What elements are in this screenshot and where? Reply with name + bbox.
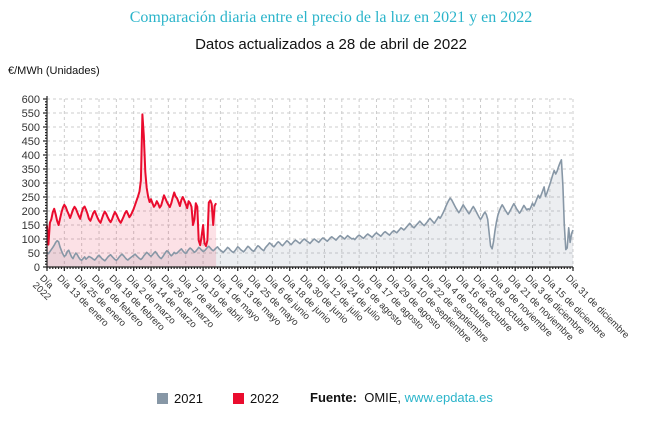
y-tick-label: 500 [22,122,40,134]
source-name: OMIE, [364,390,402,405]
y-tick-label: 350 [22,164,40,176]
legend-label-2021: 2021 [174,391,203,406]
legend-swatch-2021 [157,393,168,404]
legend-item-2021[interactable]: 2021 [157,391,203,406]
y-tick-labels: 0 50 100 150 200 250 300 350 400 450 500 550 600 [22,94,40,274]
chart-subtitle: Datos actualizados a 28 de abril de 2022 [195,36,467,53]
axes [43,96,574,271]
legend-item-2022[interactable]: 2022 [233,391,279,406]
y-tick-label: 250 [22,192,40,204]
legend-swatch-2022 [233,393,244,404]
y-tick-label: 600 [22,94,40,106]
y-tick-label: 0 [34,262,40,274]
legend-label-2022: 2022 [250,391,279,406]
area-2021 [47,159,573,267]
line-2021 [46,159,574,262]
y-tick-label: 400 [22,150,40,162]
y-tick-label: 150 [22,220,40,232]
chart-title: Comparación diaria entre el precio de la… [129,9,533,26]
y-tick-label: 50 [28,248,40,260]
y-tick-label: 200 [22,206,40,218]
line-2022 [46,113,217,247]
legend-and-source-row: 2021 2022 Fuente: OMIE, www.epdata.es [0,390,662,408]
x-tick-label: Día2022 [30,273,60,303]
source-footer: Fuente: OMIE, www.epdata.es [310,390,493,405]
epdata-link[interactable]: www.epdata.es [404,390,493,405]
y-tick-label: 550 [22,108,40,120]
y-axis-unit-label: €/MWh (Unidades) [8,65,100,77]
y-tick-label: 100 [22,234,40,246]
y-tick-label: 450 [22,136,40,148]
area-2022 [47,114,217,268]
y-tick-label: 300 [22,178,40,190]
source-label: Fuente: [310,390,357,405]
